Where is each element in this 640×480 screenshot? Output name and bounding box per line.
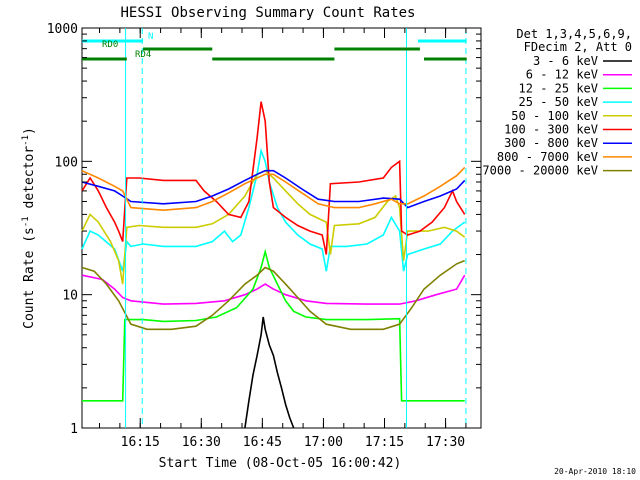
legend-label-1: 6 - 12 keV: [526, 68, 598, 82]
x-tick-label-2: 16:45: [243, 435, 282, 450]
y-axis-label-sup2: -1: [21, 135, 31, 146]
x-tick-label-1: 16:30: [182, 435, 221, 450]
x-tick-label-5: 17:30: [426, 435, 465, 450]
y-axis-label-main: Count Rate (s: [22, 227, 37, 329]
chart-title: HESSI Observing Summary Count Rates: [120, 5, 415, 21]
x-tick-label-0: 16:15: [121, 435, 160, 450]
date-stamp: 20-Apr-2010 18:10: [554, 467, 636, 476]
legend-label-5: 100 - 300 keV: [504, 123, 598, 137]
series-layer: [81, 101, 466, 429]
legend-label-7: 800 - 7000 keV: [497, 150, 598, 164]
series-line-0: [244, 316, 295, 429]
tick-layer: 16:15 16:30 16:45 17:00 17:15 17:30 1 10 100 1000: [47, 22, 481, 450]
legend-label-2: 12 - 25 keV: [519, 81, 598, 95]
state-bar-label-n: N: [148, 32, 153, 42]
series-line-1: [81, 274, 466, 305]
legend-label-8: 7000 - 20000 keV: [482, 164, 598, 178]
series-line-5: [81, 101, 466, 255]
state-bar-layer: N RD0 RD4: [82, 32, 467, 61]
y-axis-label: Count Rate (s-1 detector-1): [21, 127, 37, 329]
plot-frame: [81, 27, 482, 429]
series-line-2: [82, 248, 465, 402]
series-line-4: [81, 169, 466, 285]
x-tick-label-4: 17:15: [365, 435, 404, 450]
y-tick-label-2: 100: [55, 155, 78, 170]
legend-label-3: 25 - 50 keV: [519, 95, 598, 109]
legend-header-line-2: FDecim 2, Att 0: [524, 40, 632, 54]
series-line-3: [81, 147, 466, 272]
legend: Det 1,3,4,5,6,9, FDecim 2, Att 0 3 - 6 k…: [482, 27, 632, 178]
y-tick-label-0: 1: [70, 422, 78, 437]
series-line-6: [81, 169, 466, 209]
y-axis-label-mid: detector: [22, 146, 37, 217]
y-tick-label-1: 10: [62, 289, 78, 304]
legend-header-line-1: Det 1,3,4,5,6,9,: [516, 27, 632, 41]
state-bar-label-rd0: RD0: [102, 40, 118, 50]
legend-label-0: 3 - 6 keV: [533, 54, 598, 68]
state-bar-label-rd4: RD4: [135, 50, 151, 60]
series-line-8: [81, 259, 466, 331]
plot-area: [81, 27, 482, 429]
y-axis-label-sup1: -1: [21, 216, 31, 227]
x-tick-label-3: 17:00: [304, 435, 343, 450]
y-axis-label-end: ): [22, 127, 37, 135]
y-tick-label-3: 1000: [47, 22, 78, 37]
legend-label-4: 50 - 100 keV: [511, 109, 598, 123]
legend-label-6: 300 - 800 keV: [504, 136, 598, 150]
x-axis-label: Start Time (08-Oct-05 16:00:42): [159, 456, 402, 471]
vline-layer: [125, 28, 467, 428]
